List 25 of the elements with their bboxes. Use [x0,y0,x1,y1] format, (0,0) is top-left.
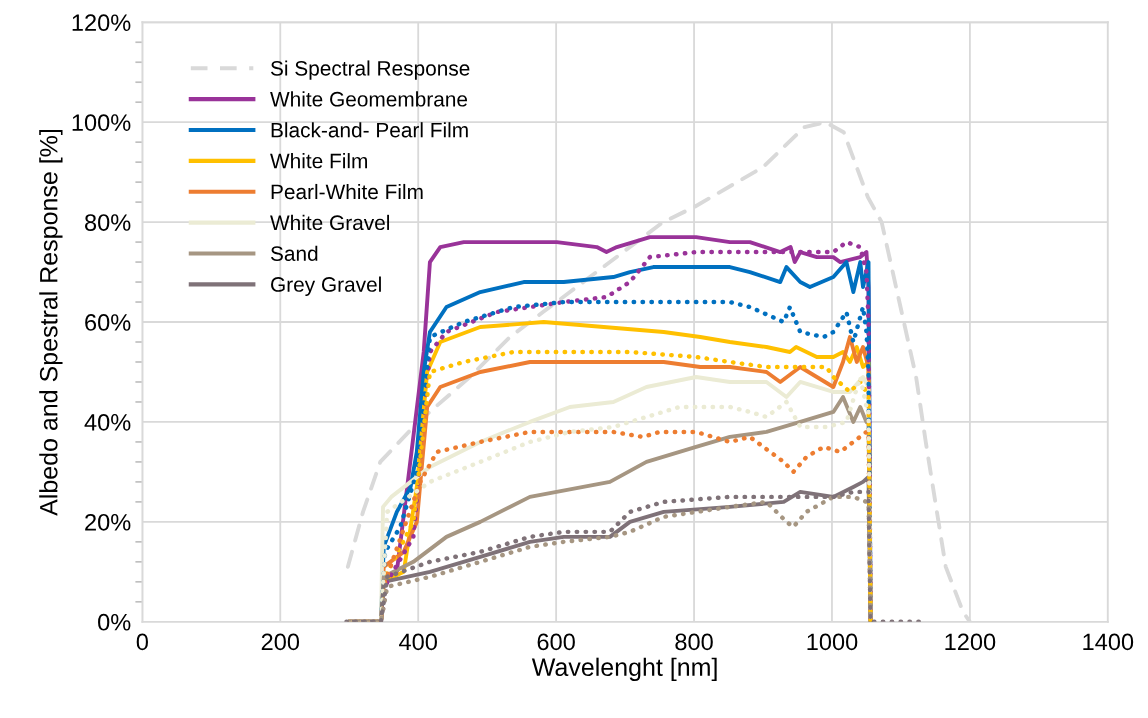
y-tick-label: 20% [85,513,131,531]
x-tick-label: 800 [675,633,713,651]
legend-label: Si Spectral Response [270,60,470,80]
y-tick-label: 40% [84,414,131,431]
x-tick-label: 0 [136,633,148,651]
y-tick-label: 60% [85,314,131,331]
y-axis-title: Albedo and Spestral Response [%] [39,129,63,516]
x-tick-label: 1400 [1083,633,1134,651]
legend-label: Sand [270,245,318,261]
y-tick-label: 0% [98,613,131,631]
x-tick-label: 1200 [945,633,996,651]
y-tick-label: 120% [72,14,131,32]
legend-label: White Film [270,153,367,169]
y-tick-label: 100% [72,114,131,131]
x-tick-label: 200 [261,633,300,651]
legend-label: Pearl-White Film [271,183,423,200]
legend-label: Black-and- Pearl Film [271,122,468,138]
x-tick-label: 600 [537,633,575,651]
legend-label: Grey Gravel [271,276,381,296]
x-tick-label: 400 [399,633,437,651]
legend-label: White Gravel [270,214,389,231]
legend-label: White Geomembrane [270,91,468,107]
x-axis-title: Wavelenght [nm] [531,657,717,681]
y-tick-label: 80% [85,214,131,231]
x-tick-label: 1000 [807,633,858,651]
